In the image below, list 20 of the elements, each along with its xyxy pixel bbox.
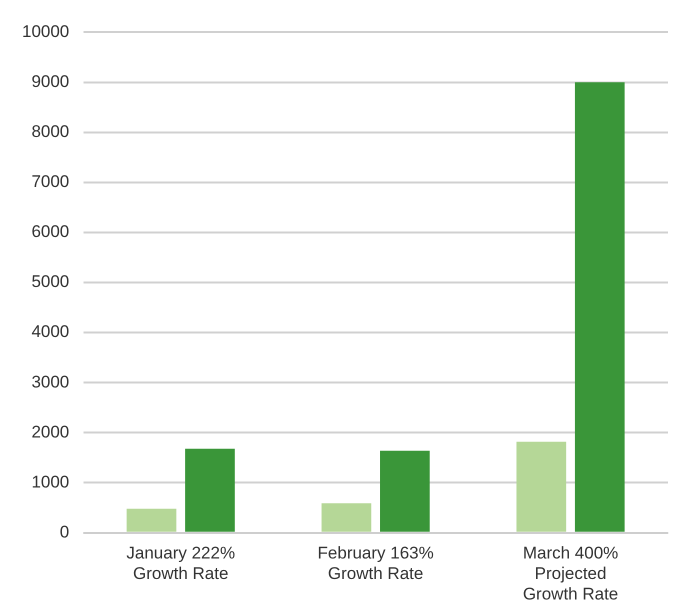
y-tick-label: 6000 bbox=[31, 222, 70, 242]
y-tick-label: 9000 bbox=[31, 72, 70, 91]
y-tick-label: 4000 bbox=[31, 322, 70, 342]
bar bbox=[322, 503, 372, 532]
x-tick-label: January 222% Growth Rate bbox=[126, 544, 236, 584]
y-tick-label: 5000 bbox=[31, 272, 70, 292]
y-tick-label: 1000 bbox=[31, 472, 70, 492]
y-tick-label: 3000 bbox=[31, 372, 70, 392]
x-tick-label: March 400% Projected Growth Rate bbox=[522, 544, 618, 604]
y-tick-label: 8000 bbox=[31, 122, 70, 142]
y-tick-label: 10000 bbox=[22, 22, 70, 41]
y-tick-label: 7000 bbox=[31, 172, 70, 192]
y-tick-label: 0 bbox=[60, 522, 70, 542]
bar bbox=[516, 442, 566, 532]
bar bbox=[185, 448, 235, 532]
bar bbox=[380, 450, 430, 532]
bar bbox=[126, 508, 176, 532]
x-tick-label: February 163% Growth Rate bbox=[318, 544, 434, 584]
y-tick-label: 2000 bbox=[31, 422, 70, 442]
bar bbox=[574, 82, 625, 532]
